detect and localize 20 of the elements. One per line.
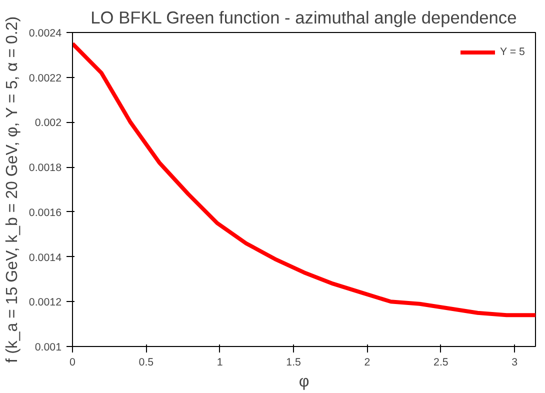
y-tick-label: 0.0022: [28, 72, 62, 84]
y-tick-label: 0.0012: [28, 296, 62, 309]
y-tick-label: 0.0018: [28, 162, 62, 174]
line-series: [72, 42, 536, 318]
y-tick-label: 0.002: [34, 117, 62, 130]
x-tick-label: 2.5: [434, 356, 448, 368]
y-axis-title: f (k_a = 15 GeV, k_b = 20 GeV, φ, Y = 5, α = 0.2): [4, 16, 21, 363]
x-tick-label: 3: [512, 356, 518, 368]
y-tick-label: 0.0016: [28, 206, 62, 219]
legend-label: Y = 5: [500, 46, 525, 58]
y-tick-label: 0.001: [34, 342, 62, 354]
x-tick-label: 0.5: [138, 356, 154, 368]
chart-title: LO BFKL Green function - azimuthal angle dependence: [90, 8, 517, 28]
x-tick-label: 1: [216, 356, 223, 368]
y-tick-label: 0.0014: [28, 252, 62, 264]
x-tick-label: 1.5: [286, 356, 302, 368]
x-tick-label: 2: [364, 356, 370, 368]
x-tick-label: 0: [70, 356, 76, 368]
x-axis-title: φ: [298, 374, 310, 390]
y-tick-label: 0.0024: [28, 28, 62, 40]
